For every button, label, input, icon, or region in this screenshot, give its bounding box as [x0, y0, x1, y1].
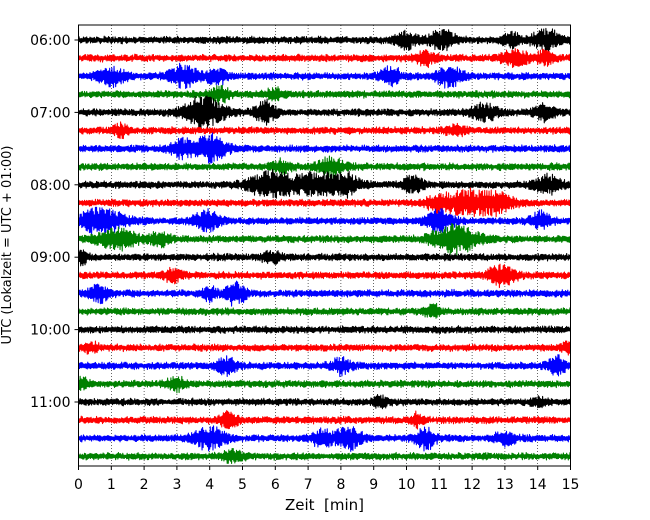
seismic-trace [77, 263, 572, 289]
seismic-trace [77, 375, 572, 394]
x-tick-label: 8 [336, 477, 345, 493]
x-tick-label: 0 [74, 477, 83, 493]
seismic-trace [77, 187, 572, 218]
trace-group [77, 27, 572, 464]
seismic-trace [77, 447, 572, 464]
x-tick-label: 9 [369, 477, 378, 493]
seismic-trace [77, 132, 572, 164]
x-tick-label: 13 [496, 477, 514, 493]
x-tick-label: 1 [107, 477, 116, 493]
seismic-trace [77, 425, 572, 452]
seismic-trace [77, 168, 572, 199]
seismic-trace [77, 249, 572, 267]
seismic-trace [77, 280, 572, 307]
x-axis-ticks: 0 1 2 3 4 5 6 7 8 9 10 11 12 13 14 15 [74, 466, 579, 493]
seismic-trace [77, 206, 572, 235]
seismic-trace [77, 325, 572, 335]
y-tick-label: 07:00 [30, 105, 70, 121]
seismic-trace [77, 95, 572, 130]
y-axis-ticks: 06:00 07:00 08:00 09:00 10:00 11:00 [30, 33, 79, 411]
seismic-trace [77, 84, 572, 106]
y-axis-label: UTC (Lokalzeit = UTC + 01:00) [0, 146, 15, 345]
plot-background [78, 25, 571, 466]
x-tick-label: 4 [205, 477, 214, 493]
x-tick-label: 6 [271, 477, 280, 493]
seismic-trace [77, 302, 572, 319]
seismic-trace [77, 223, 572, 256]
x-axis-label: Zeit [min] [285, 496, 364, 514]
seismic-trace [77, 48, 572, 69]
seismic-trace [77, 121, 572, 140]
y-tick-label: 09:00 [30, 250, 70, 266]
seismic-trace [77, 340, 572, 356]
y-tick-label: 11:00 [30, 395, 70, 411]
x-tick-label: 7 [304, 477, 313, 493]
x-tick-label: 15 [562, 477, 580, 493]
y-tick-label: 10:00 [30, 323, 70, 339]
plot-frame [78, 24, 571, 467]
x-tick-label: 10 [398, 477, 416, 493]
seismic-trace [77, 410, 572, 430]
x-tick-label: 12 [463, 477, 481, 493]
x-tick-label: 11 [430, 477, 448, 493]
x-tick-label: 14 [529, 477, 547, 493]
x-tick-label: 5 [238, 477, 247, 493]
seismic-trace [77, 27, 572, 53]
seismic-trace [77, 354, 572, 378]
x-tick-label: 2 [140, 477, 149, 493]
seismic-trace [77, 393, 572, 410]
seismic-trace [77, 62, 572, 89]
x-tick-label: 3 [172, 477, 181, 493]
y-tick-label: 08:00 [30, 178, 70, 194]
y-tick-label: 06:00 [30, 33, 70, 49]
